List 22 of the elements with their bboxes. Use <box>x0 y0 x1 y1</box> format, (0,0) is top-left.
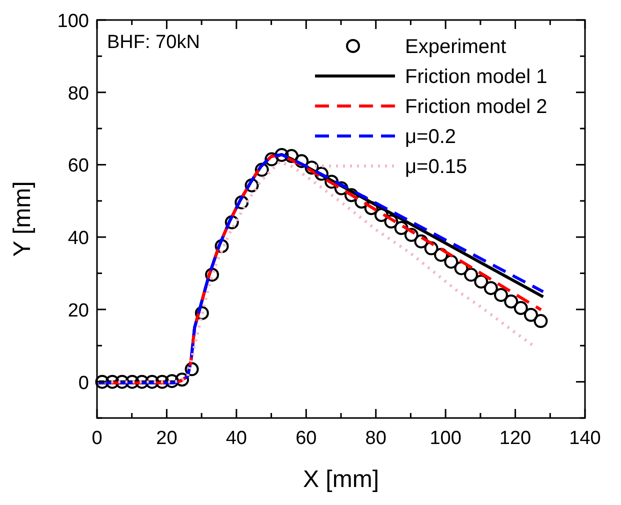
x-tick-label: 80 <box>365 428 386 449</box>
legend-label: Friction model 1 <box>405 66 548 88</box>
annotation: BHF: 70kN <box>107 32 200 53</box>
legend-label: Friction model 2 <box>405 96 548 118</box>
x-axis-title: X [mm] <box>303 466 379 493</box>
x-tick-label: 100 <box>430 428 462 449</box>
y-axis-title: Y [mm] <box>9 181 36 257</box>
x-tick-label: 0 <box>92 428 102 449</box>
y-tick-label: 40 <box>68 228 89 250</box>
y-tick-label: 100 <box>57 11 89 32</box>
legend-label: μ=0.15 <box>405 156 468 178</box>
legend-label: μ=0.2 <box>405 126 456 148</box>
x-tick-label: 120 <box>499 428 532 449</box>
x-tick-label: 20 <box>156 428 178 449</box>
y-tick-label: 80 <box>68 83 89 104</box>
x-tick-label: 40 <box>226 428 247 449</box>
y-tick-label: 0 <box>78 372 89 394</box>
y-tick-label: 60 <box>68 156 89 177</box>
x-tick-label: 60 <box>296 428 317 449</box>
legend-label: Experiment <box>405 36 507 58</box>
x-tick-label: 140 <box>569 428 601 449</box>
y-tick-label: 20 <box>68 300 89 322</box>
